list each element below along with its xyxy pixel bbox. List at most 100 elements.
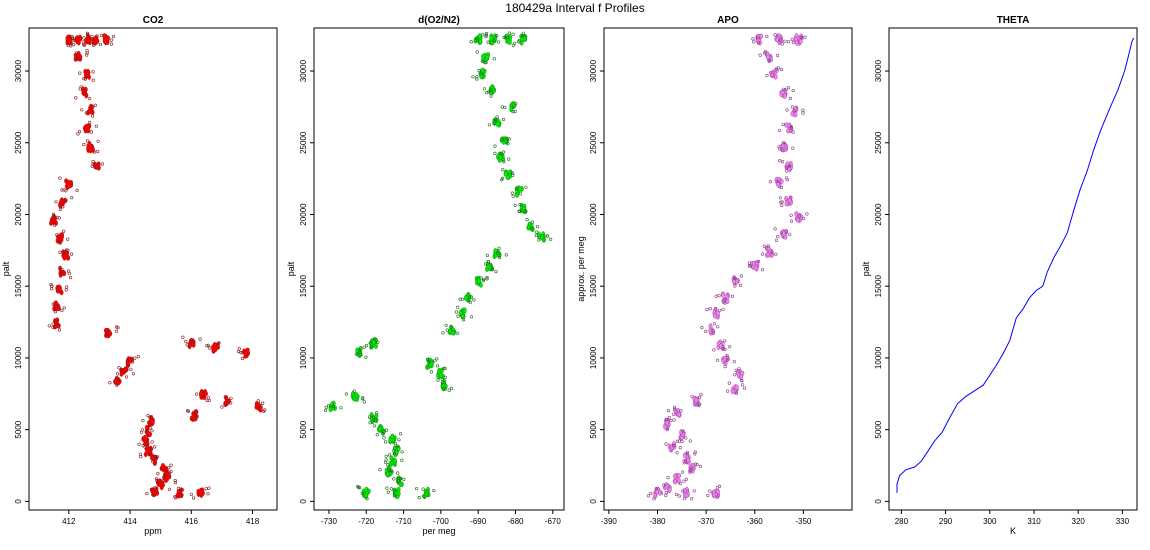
y-tick-label: 30000 [299, 59, 308, 82]
data-point-outline [111, 34, 116, 39]
data-point [677, 473, 681, 479]
data-point-outline [195, 392, 199, 396]
data-point-outline [173, 495, 177, 499]
y-tick-label: 5000 [589, 420, 598, 438]
data-point-outline [161, 478, 165, 483]
data-point-outline [376, 340, 380, 345]
data-point-outline [672, 444, 676, 448]
data-point-outline [85, 139, 90, 143]
data-point-outline [726, 389, 730, 393]
data-point-outline [141, 444, 145, 448]
data-point-outline [500, 176, 505, 180]
data-point-outline [204, 487, 208, 491]
data-point-outline [678, 446, 683, 450]
data-point [106, 35, 111, 41]
y-tick-label: 5000 [299, 420, 308, 438]
data-point-outline [485, 90, 489, 95]
y-axis-label: approx. per meg [576, 236, 586, 302]
data-point [785, 161, 790, 167]
series-line-theta [896, 37, 1135, 493]
data-point-outline [665, 417, 669, 422]
data-point-outline [760, 252, 765, 256]
data-point-outline [791, 146, 795, 150]
chart-2: APO -390 -380 -370 -360 -350 0 5000 10000 15000 20… [576, 15, 853, 526]
data-point-outline [513, 203, 517, 207]
data-point-outline [762, 244, 766, 248]
data-point-outline [61, 229, 66, 233]
data-point-outline [57, 328, 62, 332]
data-point-outline [489, 94, 493, 98]
data-point-outline [90, 34, 94, 39]
data-point-outline [792, 109, 796, 113]
data-point-outline [449, 325, 453, 329]
data-point [119, 371, 124, 377]
data-point-outline [503, 105, 507, 110]
data-point-outline [715, 486, 720, 490]
data-point-outline [223, 395, 227, 399]
data-point-outline [91, 160, 95, 164]
data-point-outline [690, 497, 694, 501]
data-point-outline [402, 477, 406, 482]
data-point-outline [484, 33, 488, 37]
data-point [684, 492, 689, 499]
data-point-outline [378, 468, 382, 472]
data-point-outline [678, 481, 682, 486]
data-point-outline [88, 107, 92, 111]
data-point-outline [94, 124, 98, 128]
data-point-outline [714, 294, 718, 298]
data-point-outline [64, 288, 68, 292]
x-tick-label: -370 [698, 517, 715, 526]
data-point-outline [776, 235, 780, 239]
data-point [87, 37, 92, 44]
data-point [798, 38, 803, 45]
data-point-outline [354, 352, 358, 356]
data-point-outline [680, 470, 685, 474]
data-point-outline [778, 159, 782, 163]
chart-title: d(O2/N2) [418, 15, 460, 26]
data-point [204, 391, 208, 397]
data-point-outline [185, 343, 189, 347]
data-point-outline [693, 462, 698, 466]
data-point-outline [779, 185, 784, 189]
data-point-outline [392, 452, 396, 456]
data-point [198, 490, 203, 496]
data-point [485, 54, 490, 61]
data-point-outline [331, 405, 336, 409]
data-point-outline [788, 232, 792, 236]
data-point-outline [57, 240, 62, 245]
data-point-outline [82, 36, 86, 40]
data-point-outline [367, 415, 372, 419]
data-point-outline [59, 272, 63, 276]
data-point-outline [217, 341, 221, 345]
data-point [694, 397, 699, 403]
x-axis-label: K [1010, 526, 1016, 536]
data-point-outline [511, 171, 515, 175]
x-tick-label: -670 [545, 517, 562, 526]
data-point [176, 489, 181, 495]
data-point-outline [801, 111, 805, 115]
data-point-outline [55, 233, 59, 237]
data-point [787, 166, 792, 172]
data-point-outline [779, 67, 784, 72]
data-point-outline [78, 87, 82, 91]
data-point-outline [505, 137, 509, 141]
data-point-outline [82, 142, 86, 147]
data-point-outline [723, 301, 727, 305]
data-point [507, 39, 512, 45]
data-point [83, 125, 87, 132]
data-point [396, 445, 401, 452]
y-tick-label: 15000 [874, 275, 883, 298]
data-point-outline [738, 283, 743, 288]
data-point [793, 111, 798, 118]
data-point-outline [66, 248, 70, 252]
data-point-outline [693, 450, 697, 454]
data-point-outline [682, 497, 687, 501]
data-point-outline [475, 50, 479, 54]
data-point-outline [774, 252, 778, 256]
data-point-outline [773, 227, 777, 231]
data-point [87, 109, 92, 115]
y-axis-label: palt [286, 261, 296, 276]
data-point-outline [392, 449, 396, 453]
data-point [773, 74, 778, 80]
data-point-outline [82, 76, 86, 81]
